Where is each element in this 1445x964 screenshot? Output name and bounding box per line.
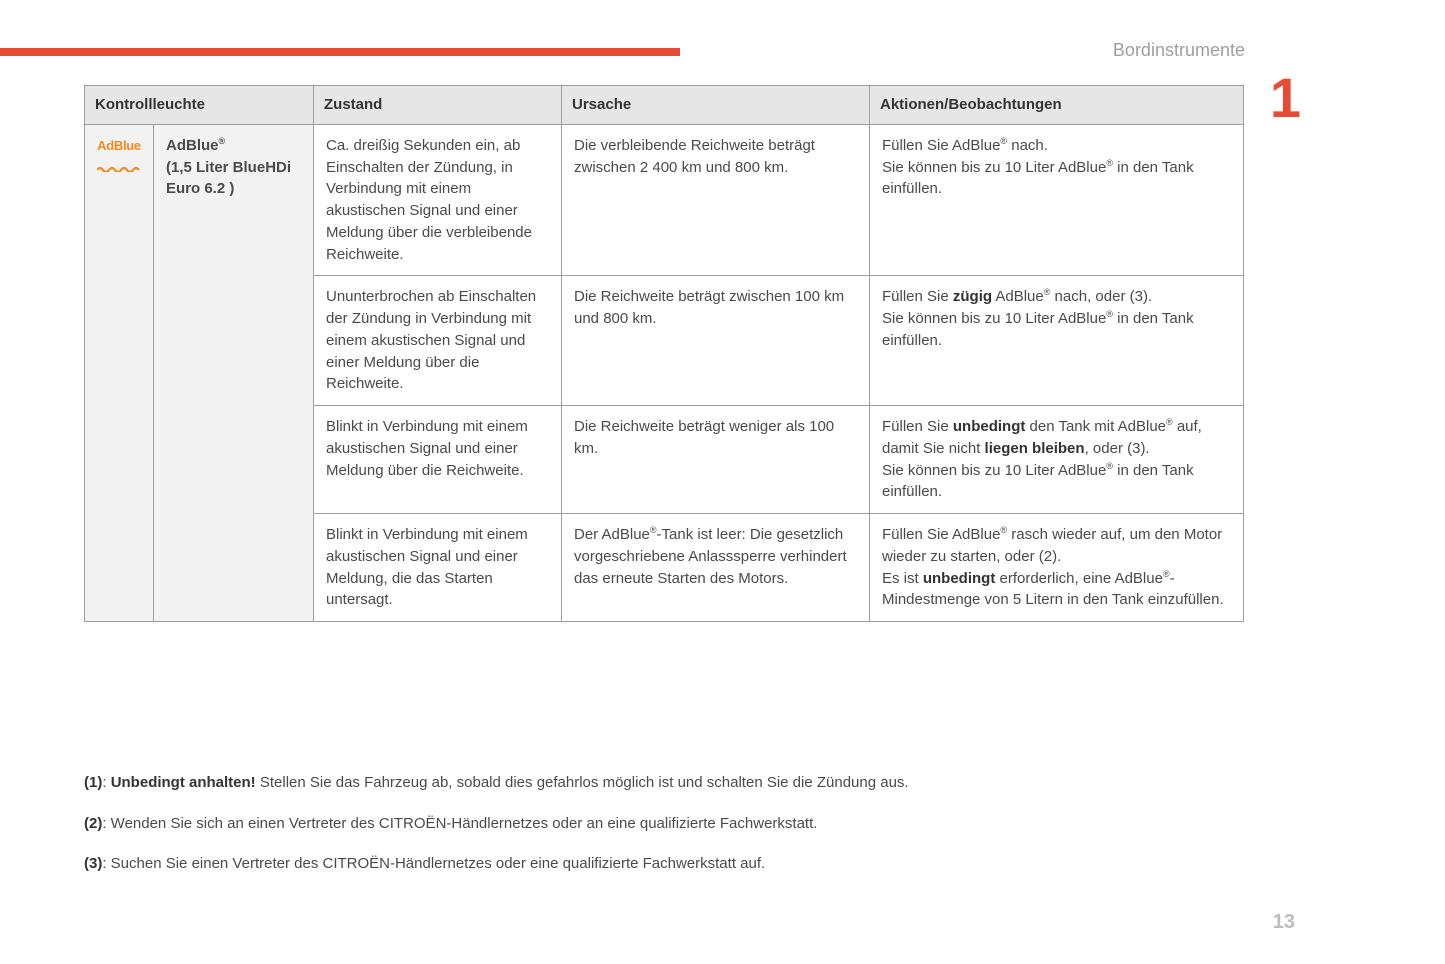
col-aktionen: Aktionen/Beobachtungen	[870, 86, 1244, 125]
cell-ursache: Die Reichweite beträgt zwischen 100 km u…	[562, 276, 870, 406]
cell-aktionen: Füllen Sie zügig AdBlue® nach, oder (3).…	[870, 276, 1244, 406]
cell-zustand: Ununterbrochen ab Einschalten der Zündun…	[314, 276, 562, 406]
lamp-name: AdBlue	[166, 137, 219, 154]
lamp-name-cell: AdBlue® (1,5 Liter BlueHDi Euro 6.2 )	[154, 124, 314, 621]
table-row: AdBlue AdBlue® (1,5 Liter BlueHDi Euro 6…	[85, 124, 1244, 276]
page-content: Kontrollleuchte Zustand Ursache Aktionen…	[84, 85, 1244, 894]
footnote-2: (2): Wenden Sie sich an einen Vertreter …	[84, 813, 1244, 836]
cell-ursache: Die verbleibende Reichweite beträgt zwis…	[562, 124, 870, 276]
cell-zustand: Blinkt in Verbindung mit einem akustisch…	[314, 514, 562, 622]
footnotes: (1): Unbedingt anhalten! Stellen Sie das…	[84, 772, 1244, 876]
footnote-1: (1): Unbedingt anhalten! Stellen Sie das…	[84, 772, 1244, 795]
cell-ursache: Die Reichweite beträgt weniger als 100 k…	[562, 406, 870, 514]
chapter-number: 1	[1270, 70, 1301, 126]
cell-aktionen: Füllen Sie unbedingt den Tank mit AdBlue…	[870, 406, 1244, 514]
reg-mark: ®	[219, 136, 226, 146]
adblue-icon: AdBlue	[97, 137, 141, 156]
cell-zustand: Ca. dreißig Sekunden ein, ab Einschalten…	[314, 124, 562, 276]
accent-bar	[0, 48, 680, 56]
adblue-wave-icon	[97, 166, 141, 172]
cell-aktionen: Füllen Sie AdBlue® rasch wieder auf, um …	[870, 514, 1244, 622]
lamp-sub: (1,5 Liter BlueHDi Euro 6.2 )	[166, 159, 291, 198]
cell-ursache: Der AdBlue®-Tank ist leer: Die gesetzlic…	[562, 514, 870, 622]
cell-aktionen: Füllen Sie AdBlue® nach. Sie können bis …	[870, 124, 1244, 276]
cell-zustand: Blinkt in Verbindung mit einem akustisch…	[314, 406, 562, 514]
col-kontrollleuchte: Kontrollleuchte	[85, 86, 314, 125]
col-ursache: Ursache	[562, 86, 870, 125]
lamp-icon-cell: AdBlue	[85, 124, 154, 621]
warning-lamp-table: Kontrollleuchte Zustand Ursache Aktionen…	[84, 85, 1244, 622]
section-title: Bordinstrumente	[1113, 40, 1245, 61]
col-zustand: Zustand	[314, 86, 562, 125]
page-number: 13	[1273, 911, 1295, 934]
footnote-3: (3): Suchen Sie einen Vertreter des CITR…	[84, 853, 1244, 876]
